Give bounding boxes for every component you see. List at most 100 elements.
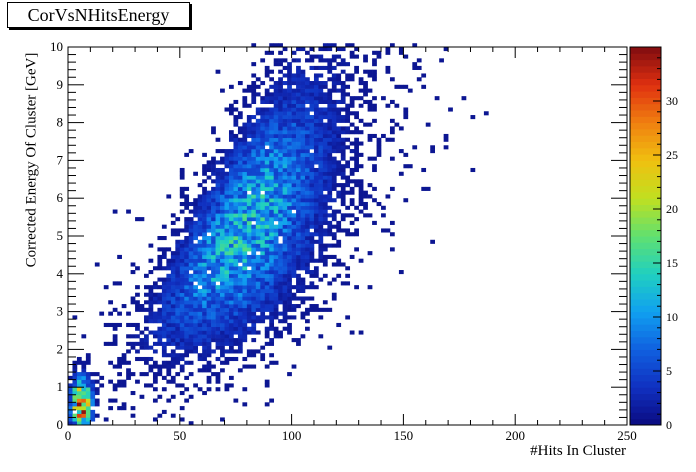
heatmap-cell xyxy=(260,356,266,362)
heatmap-cell xyxy=(358,164,364,169)
heatmap-cell xyxy=(175,288,181,293)
heatmap-cell xyxy=(179,239,185,244)
heatmap-cell xyxy=(175,334,181,339)
colorbar-segment xyxy=(630,330,661,338)
heatmap-cell xyxy=(305,133,310,139)
heatmap-cell xyxy=(269,190,275,195)
heatmap-cell xyxy=(251,171,257,176)
heatmap-cell xyxy=(206,375,212,380)
heatmap-cell xyxy=(313,224,319,229)
heatmap-cell xyxy=(349,201,355,207)
heatmap-cell xyxy=(72,413,78,418)
heatmap-cell xyxy=(296,205,301,210)
heatmap-cell xyxy=(144,285,149,290)
heatmap-cell xyxy=(242,209,248,214)
heatmap-cell xyxy=(260,285,266,290)
heatmap-cell xyxy=(282,243,288,248)
heatmap-cell xyxy=(215,372,221,377)
heatmap-cell xyxy=(99,311,105,316)
heatmap-cell xyxy=(269,307,275,312)
heatmap-cell xyxy=(273,304,279,309)
heatmap-cell xyxy=(327,99,333,104)
heatmap-cell xyxy=(322,186,328,191)
heatmap-cell xyxy=(331,133,337,139)
heatmap-cell xyxy=(264,167,270,173)
heatmap-cell xyxy=(206,330,212,335)
heatmap-cell xyxy=(193,198,198,203)
heatmap-cell xyxy=(313,77,319,82)
heatmap-cell xyxy=(376,54,382,59)
heatmap-cell xyxy=(246,164,252,169)
heatmap-cell xyxy=(175,217,181,222)
heatmap-cell xyxy=(206,307,212,312)
heatmap-cell xyxy=(193,307,198,312)
heatmap-cell xyxy=(389,118,395,123)
heatmap-cell xyxy=(345,232,351,237)
heatmap-cell xyxy=(345,103,351,108)
heatmap-cell xyxy=(349,77,355,82)
chart-title: CorVsNHitsEnergy xyxy=(7,2,190,28)
heatmap-cell xyxy=(228,213,234,218)
heatmap-cell xyxy=(282,270,288,275)
heatmap-cell xyxy=(300,107,306,112)
heatmap-cell xyxy=(340,62,346,67)
heatmap-cell xyxy=(242,103,248,108)
heatmap-cell xyxy=(269,338,275,343)
heatmap-cell xyxy=(139,307,145,312)
heatmap-cell xyxy=(197,198,203,203)
heatmap-cell xyxy=(175,228,181,233)
heatmap-cell xyxy=(291,296,297,301)
heatmap-cell xyxy=(161,360,167,365)
heatmap-cell xyxy=(161,247,167,252)
heatmap-cell xyxy=(309,232,315,237)
heatmap-cell xyxy=(224,258,230,263)
heatmap-cell xyxy=(202,220,207,225)
heatmap-cell xyxy=(202,270,207,275)
heatmap-cell xyxy=(291,198,297,203)
heatmap-cell xyxy=(211,186,216,191)
heatmap-cell xyxy=(264,379,270,384)
heatmap-cell xyxy=(296,122,301,127)
heatmap-cell xyxy=(175,273,181,278)
colorbar-segment xyxy=(630,368,661,376)
heatmap-cell xyxy=(287,92,292,97)
heatmap-cell xyxy=(421,73,427,78)
heatmap-cell xyxy=(121,353,127,358)
heatmap-cell xyxy=(206,201,212,207)
heatmap-cell xyxy=(246,220,252,225)
heatmap-cell xyxy=(228,288,234,293)
heatmap-cell xyxy=(358,118,364,123)
heatmap-cell xyxy=(188,273,194,278)
heatmap-cell xyxy=(296,285,301,290)
heatmap-cell xyxy=(300,228,306,233)
heatmap-cell xyxy=(278,160,283,165)
heatmap-cell xyxy=(260,213,266,218)
heatmap-cell xyxy=(144,341,149,346)
heatmap-cell xyxy=(233,243,239,248)
heatmap-cell xyxy=(126,311,131,316)
heatmap-cell xyxy=(287,84,292,89)
heatmap-cell xyxy=(331,183,337,188)
heatmap-cell xyxy=(300,137,306,142)
heatmap-cell xyxy=(233,319,239,324)
heatmap-cell xyxy=(255,236,261,241)
heatmap-cell xyxy=(184,375,190,380)
heatmap-cell xyxy=(291,217,297,222)
heatmap-cell xyxy=(483,111,489,116)
heatmap-cell xyxy=(215,243,221,248)
heatmap-cell xyxy=(309,236,315,241)
heatmap-cell xyxy=(184,201,190,207)
heatmap-cell xyxy=(372,58,377,63)
heatmap-cell xyxy=(318,228,324,233)
heatmap-cell xyxy=(251,326,257,331)
heatmap-cell xyxy=(233,201,239,207)
heatmap-cell xyxy=(296,277,301,282)
heatmap-cell xyxy=(215,258,221,263)
heatmap-cell xyxy=(228,179,234,184)
heatmap-cell xyxy=(278,96,283,101)
heatmap-cell xyxy=(416,58,422,63)
heatmap-cell xyxy=(170,232,176,237)
heatmap-cell xyxy=(300,47,306,52)
heatmap-cell xyxy=(305,137,310,142)
heatmap-cell xyxy=(81,375,87,380)
